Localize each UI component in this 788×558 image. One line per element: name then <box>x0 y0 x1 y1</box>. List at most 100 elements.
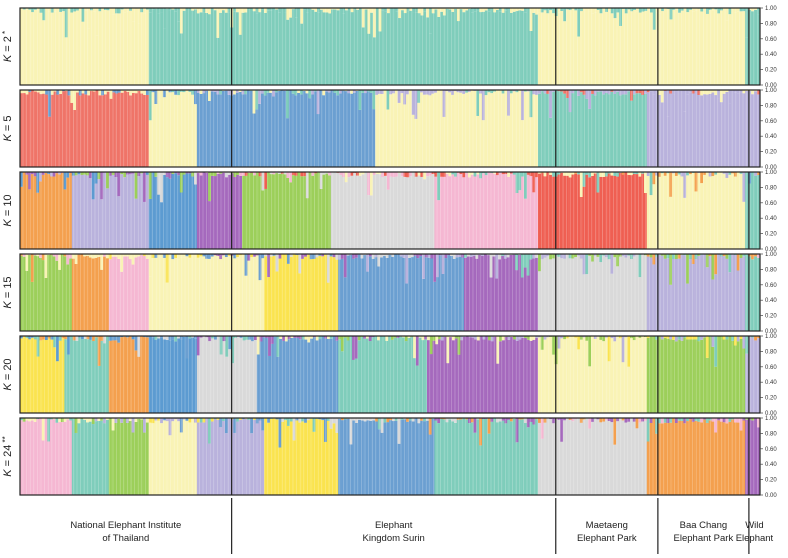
admixture-bar-minor <box>137 172 141 177</box>
admixture-bar <box>319 90 323 167</box>
admixture-bar-minor <box>182 90 186 93</box>
admixture-bar-minor <box>551 90 555 92</box>
admixture-bar-minor <box>686 172 690 176</box>
admixture-bar <box>56 9 60 86</box>
admixture-bar-minor <box>557 172 561 175</box>
admixture-bar <box>546 13 550 86</box>
admixture-bar-minor <box>739 254 743 259</box>
admixture-bar <box>222 341 226 413</box>
admixture-bar-minor <box>375 90 379 95</box>
admixture-bar-minor <box>476 90 480 116</box>
admixture-bar-minor <box>216 418 220 420</box>
admixture-bar <box>722 173 726 249</box>
admixture-bar <box>20 8 23 85</box>
admixture-bar-minor <box>728 90 732 104</box>
admixture-bar <box>672 258 676 331</box>
admixture-bar-minor <box>739 172 743 174</box>
admixture-bar-minor <box>551 336 555 355</box>
admixture-bar-minor <box>660 336 664 340</box>
admixture-bar-minor <box>691 90 695 94</box>
admixture-bar-minor <box>641 418 645 422</box>
admixture-bar <box>442 15 446 86</box>
admixture-bar <box>383 422 387 495</box>
admixture-bar-minor <box>479 90 483 94</box>
admixture-bar <box>242 340 246 413</box>
admixture-bar-minor <box>42 8 46 21</box>
admixture-bar-minor <box>487 90 491 93</box>
admixture-bar-minor <box>582 8 586 13</box>
admixture-bar-minor <box>585 254 589 275</box>
admixture-bar <box>632 421 636 495</box>
admixture-bar-minor <box>179 8 183 34</box>
admixture-bar-minor <box>658 172 662 177</box>
admixture-bar <box>248 339 252 413</box>
admixture-bar <box>434 176 438 249</box>
admixture-bar <box>731 90 735 167</box>
admixture-bar-minor <box>677 172 681 175</box>
admixture-bar <box>168 340 172 413</box>
admixture-bar-minor <box>216 172 220 174</box>
admixture-bar-minor <box>610 90 614 92</box>
admixture-bar <box>386 422 390 495</box>
admixture-bar-minor <box>171 418 175 422</box>
admixture-bar <box>275 271 279 331</box>
admixture-bar <box>521 120 525 167</box>
admixture-bar <box>649 422 653 495</box>
admixture-bar-minor <box>448 90 452 93</box>
admixture-bar-minor <box>708 172 712 177</box>
admixture-bar <box>31 337 35 413</box>
admixture-bar-minor <box>264 254 268 257</box>
admixture-bar <box>94 421 98 495</box>
admixture-bar <box>473 90 477 167</box>
admixture-bar-minor <box>748 254 752 257</box>
admixture-bar-minor <box>70 8 74 13</box>
admixture-bar <box>157 420 161 495</box>
admixture-bar <box>613 18 617 86</box>
admixture-bar <box>236 257 240 331</box>
admixture-bar-minor <box>663 254 667 259</box>
admixture-bar-minor <box>261 8 265 10</box>
admixture-bar <box>145 337 149 413</box>
admixture-bar <box>549 419 553 495</box>
admixture-bar <box>213 91 217 167</box>
admixture-bar-minor <box>488 336 492 341</box>
admixture-bar <box>452 258 456 331</box>
admixture-bar <box>736 270 740 331</box>
admixture-bar-minor <box>255 8 259 14</box>
admixture-bar-minor <box>420 418 424 421</box>
admixture-bar-minor <box>512 8 516 12</box>
admixture-bar-minor <box>596 8 600 10</box>
admixture-bar-minor <box>717 90 721 99</box>
admixture-bar <box>160 423 164 495</box>
admixture-bar <box>117 418 121 495</box>
admixture-bar <box>708 176 712 249</box>
admixture-bar-minor <box>269 172 273 175</box>
admixture-bar-minor <box>303 8 307 10</box>
admixture-bar <box>644 10 648 86</box>
admixture-bar-minor <box>261 172 265 191</box>
admixture-bar <box>174 419 178 495</box>
admixture-bar <box>74 175 78 249</box>
admixture-bar <box>179 192 183 249</box>
admixture-bar-minor <box>518 8 522 11</box>
admixture-bar <box>36 419 40 495</box>
admixture-bar-minor <box>129 8 133 11</box>
admixture-bar-minor <box>719 254 723 257</box>
y-tick-label: 0.20 <box>765 314 777 320</box>
admixture-bar-minor <box>705 336 709 358</box>
admixture-bar <box>512 91 516 167</box>
admixture-bar-minor <box>565 172 569 176</box>
admixture-bar <box>424 339 428 413</box>
admixture-bar <box>515 92 519 167</box>
admixture-bar-minor <box>196 418 200 423</box>
admixture-bar <box>602 421 606 495</box>
admixture-bar <box>443 336 447 413</box>
admixture-bar <box>585 98 589 167</box>
admixture-bar-minor <box>42 336 46 340</box>
admixture-bar-minor <box>115 8 119 14</box>
admixture-bar-minor <box>739 418 743 431</box>
admixture-bar-minor <box>413 336 417 359</box>
admixture-bar <box>666 338 670 413</box>
admixture-bar <box>521 10 525 86</box>
admixture-bar <box>518 254 522 331</box>
